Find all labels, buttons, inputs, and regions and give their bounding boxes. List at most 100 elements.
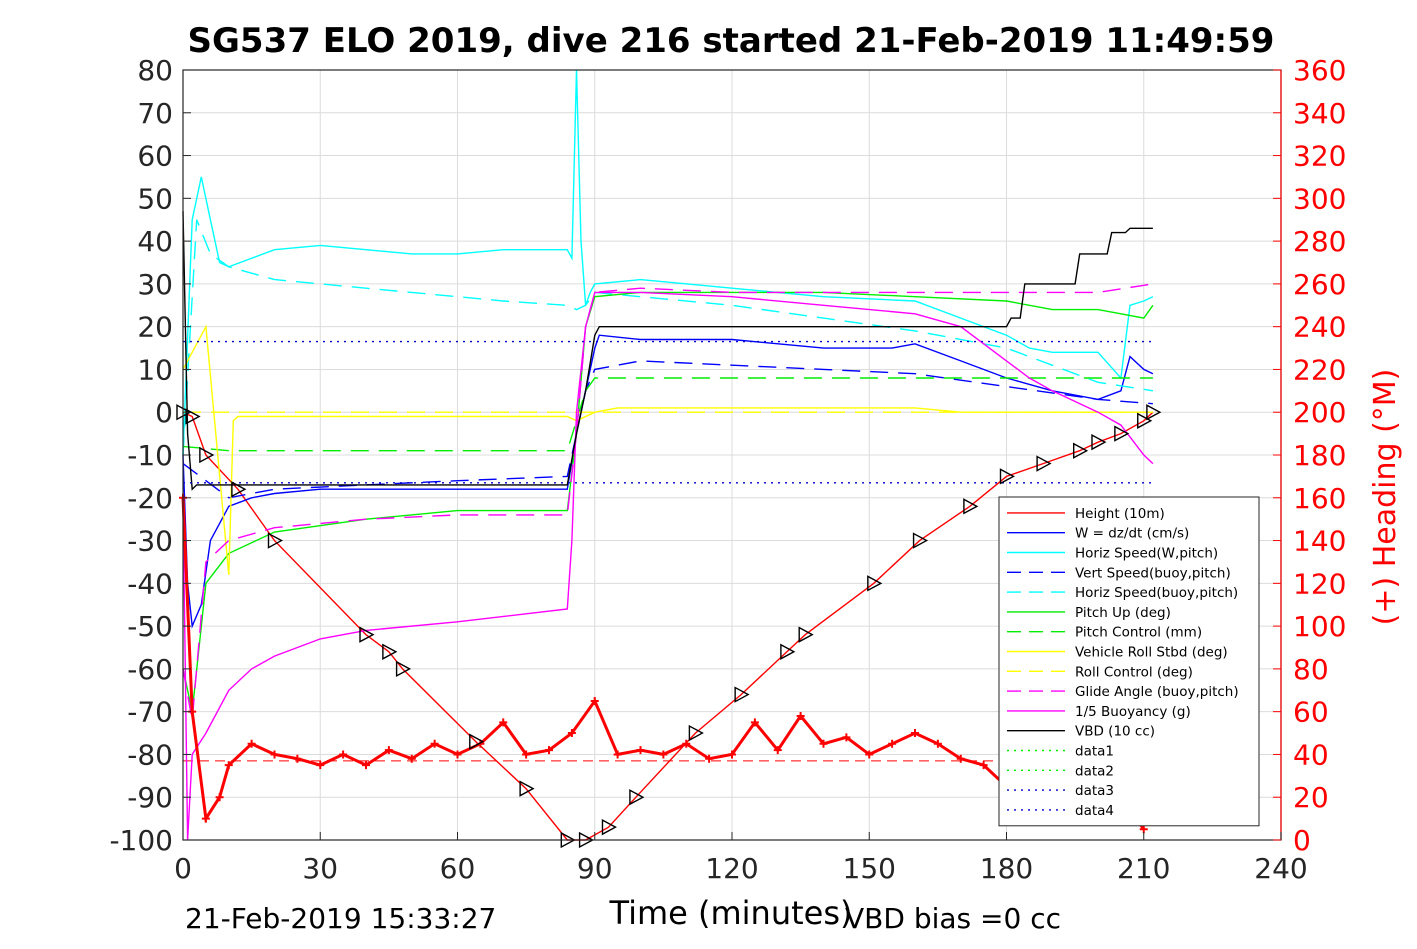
- x-tick-label: 0: [174, 852, 192, 885]
- legend-label: data3: [1075, 783, 1114, 799]
- y-right-tick-label: 120: [1293, 567, 1346, 600]
- y-right-tick-label: 0: [1293, 824, 1311, 857]
- heading-marker: [201, 814, 210, 823]
- height-marker: [199, 446, 215, 464]
- legend-label: Horiz Speed(W,pitch): [1075, 546, 1218, 562]
- height-marker: [359, 626, 375, 643]
- series-line-9: [182, 283, 1154, 721]
- heading-marker: [705, 754, 714, 763]
- height-marker: [1114, 425, 1130, 442]
- heading-marker: [979, 761, 988, 770]
- legend-label: Height (10m): [1075, 506, 1165, 522]
- heading-marker: [590, 696, 599, 705]
- height-marker: [963, 498, 979, 515]
- y-right-tick-label: 20: [1293, 781, 1329, 814]
- footer-timestamp: 21-Feb-2019 15:33:27: [185, 902, 496, 935]
- height-marker: [1091, 433, 1107, 451]
- y-right-tick-label: 40: [1293, 738, 1329, 771]
- y-tick-label: -100: [109, 824, 173, 857]
- y-tick-label: 0: [155, 396, 173, 429]
- heading-marker: [224, 761, 233, 770]
- heading-marker: [842, 733, 851, 742]
- height-marker: [798, 626, 814, 643]
- y-tick-label: -40: [127, 567, 173, 600]
- legend-label: Vert Speed(buoy,pitch): [1075, 565, 1231, 581]
- height-marker: [267, 532, 283, 549]
- series-line-5: [182, 291, 1154, 712]
- height-marker: [469, 733, 485, 750]
- y-right-tick-label: 140: [1293, 525, 1346, 558]
- y-tick-label: 80: [137, 54, 173, 87]
- series-line-2: [182, 69, 1154, 456]
- y-right-tick-label: 60: [1293, 696, 1329, 729]
- x-axis-label: Time (minutes): [609, 894, 853, 932]
- x-tick-label: 30: [302, 852, 338, 885]
- chart-title: SG537 ELO 2019, dive 216 started 21-Feb-…: [188, 21, 1275, 61]
- y-tick-label: -30: [127, 525, 173, 558]
- heading-marker: [453, 750, 462, 759]
- heading-marker: [430, 739, 439, 748]
- y-tick-label: 50: [137, 182, 173, 215]
- heading-marker: [316, 761, 325, 770]
- heading-marker: [728, 750, 736, 759]
- height-marker: [1146, 404, 1162, 421]
- axes: 0 30 60 90 120 150 180 210 24080706050403020100-…: [109, 54, 1346, 885]
- heading-marker: [956, 754, 965, 763]
- heading-marker: [362, 761, 370, 770]
- y-axis-label-right: (+) Heading (°M): [1368, 369, 1403, 626]
- height-marker: [185, 408, 201, 425]
- heading-marker: [911, 729, 919, 738]
- height-marker: [734, 686, 750, 703]
- heading-marker: [773, 746, 782, 755]
- height-marker: [1036, 455, 1052, 472]
- legend-label: Roll Control (deg): [1075, 664, 1193, 680]
- heading-marker: [384, 746, 393, 755]
- y-tick-label: -60: [127, 653, 173, 686]
- legend-label: Glide Angle (buoy,pitch): [1075, 684, 1239, 700]
- heading-marker: [750, 718, 759, 727]
- heading-marker: [270, 750, 279, 759]
- legend-label: Pitch Up (deg): [1075, 605, 1171, 621]
- heading-marker: [613, 750, 622, 759]
- y-tick-label: 60: [137, 140, 173, 173]
- y-right-tick-label: 160: [1293, 482, 1346, 515]
- legend-label: data2: [1075, 763, 1114, 779]
- heading-marker: [636, 746, 645, 755]
- height-marker: [912, 532, 929, 549]
- legend-label: VBD (10 cc): [1075, 724, 1155, 740]
- y-tick-label: 70: [137, 97, 173, 130]
- heading-marker: [247, 739, 256, 748]
- y-right-tick-label: 220: [1293, 353, 1346, 386]
- y-right-tick-label: 340: [1293, 97, 1346, 130]
- legend-label: W = dz/dt (cm/s): [1075, 526, 1189, 542]
- height-marker: [867, 575, 883, 592]
- height-marker: [382, 643, 398, 660]
- heading-marker: [522, 750, 531, 759]
- series-line-4: [182, 219, 1154, 456]
- heading-marker: [819, 739, 828, 748]
- heading-marker: [407, 754, 416, 763]
- heading-marker: [796, 711, 805, 720]
- height-marker: [519, 780, 535, 797]
- legend-label: Vehicle Roll Stbd (deg): [1075, 645, 1228, 661]
- legend-label: data1: [1075, 744, 1114, 760]
- heading-marker: [215, 793, 224, 802]
- series-line-3: [182, 360, 1153, 499]
- x-tick-label: 240: [1254, 852, 1307, 885]
- legend-label: Horiz Speed(buoy,pitch): [1075, 585, 1238, 601]
- y-right-tick-label: 320: [1293, 140, 1346, 173]
- y-tick-label: -50: [127, 610, 173, 643]
- y-right-tick-label: 200: [1293, 396, 1346, 429]
- y-right-tick-label: 100: [1293, 610, 1346, 643]
- x-tick-label: 210: [1117, 852, 1170, 885]
- x-tick-label: 60: [440, 852, 476, 885]
- y-tick-label: 20: [137, 311, 173, 344]
- y-tick-label: -70: [127, 696, 173, 729]
- series-line-0: [182, 411, 1154, 841]
- height-marker: [999, 468, 1015, 485]
- series-layer: [176, 69, 1162, 849]
- y-tick-label: 30: [137, 268, 173, 301]
- height-marker: [601, 818, 617, 836]
- y-tick-label: -80: [127, 738, 173, 771]
